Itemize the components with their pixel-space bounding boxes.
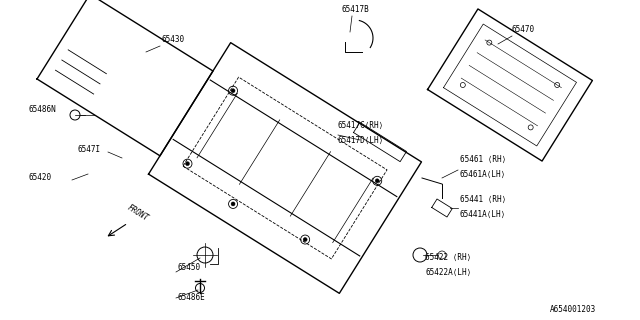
Text: 65470: 65470 — [512, 25, 535, 34]
Text: A654001203: A654001203 — [550, 305, 596, 314]
Text: 65417C⟨RH⟩: 65417C⟨RH⟩ — [338, 121, 384, 130]
Text: 65422A⟨LH⟩: 65422A⟨LH⟩ — [425, 268, 471, 277]
Text: 65461A⟨LH⟩: 65461A⟨LH⟩ — [460, 170, 506, 179]
Text: 65430: 65430 — [162, 35, 185, 44]
Circle shape — [231, 202, 235, 206]
Text: 65450: 65450 — [178, 263, 201, 272]
Text: 65422 ⟨RH⟩: 65422 ⟨RH⟩ — [425, 253, 471, 262]
Text: 65420: 65420 — [28, 173, 51, 182]
Text: 6547I: 6547I — [78, 145, 101, 154]
Circle shape — [375, 179, 380, 183]
Circle shape — [186, 162, 189, 166]
Text: 65417B: 65417B — [342, 5, 370, 14]
Text: 65486N: 65486N — [28, 105, 56, 114]
Circle shape — [303, 237, 307, 242]
Text: FRONT: FRONT — [126, 203, 150, 223]
Text: 65441A⟨LH⟩: 65441A⟨LH⟩ — [460, 210, 506, 219]
Text: 65461 ⟨RH⟩: 65461 ⟨RH⟩ — [460, 155, 506, 164]
Circle shape — [231, 89, 235, 93]
Text: 65417D⟨LH⟩: 65417D⟨LH⟩ — [338, 136, 384, 145]
Text: 65441 ⟨RH⟩: 65441 ⟨RH⟩ — [460, 195, 506, 204]
Text: 65486E: 65486E — [178, 293, 205, 302]
